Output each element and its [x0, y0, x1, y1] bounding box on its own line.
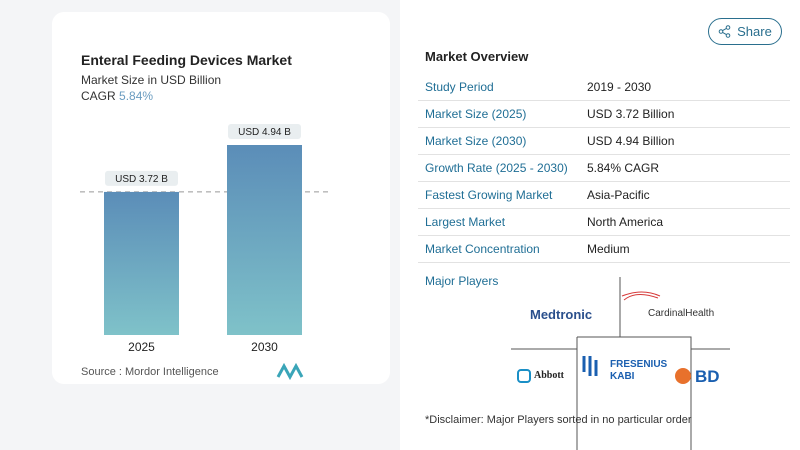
row-label: Largest Market	[425, 215, 506, 229]
logo-medtronic: Medtronic	[530, 307, 593, 322]
overview-row: Study Period 2019 - 2030	[418, 74, 790, 101]
overview-row: Market Concentration Medium	[418, 236, 790, 263]
disclaimer: *Disclaimer: Major Players sorted in no …	[425, 414, 692, 426]
data-label: USD 3.72 B	[115, 174, 168, 185]
row-value: 2019 - 2030	[587, 80, 652, 94]
share-button[interactable]: Share	[708, 18, 782, 45]
players-grid	[511, 277, 730, 450]
overview-row: Largest Market North America	[418, 209, 790, 236]
share-label: Share	[737, 24, 772, 39]
row-label: Market Concentration	[425, 242, 540, 256]
row-value: USD 3.72 Billion	[587, 107, 675, 121]
data-label-bg	[228, 124, 301, 139]
overview-row: Fastest Growing Market Asia-Pacific	[418, 182, 790, 209]
row-label: Fastest Growing Market	[425, 188, 553, 202]
row-value: North America	[587, 215, 664, 229]
x-tick-label: 2025	[128, 340, 155, 354]
chart-title: Enteral Feeding Devices Market	[81, 52, 292, 68]
bar-2025	[104, 191, 179, 335]
bar-2030	[227, 145, 302, 335]
x-tick-label: 2030	[251, 340, 278, 354]
row-value: 5.84% CAGR	[587, 161, 660, 175]
overview-row: Market Size (2025) USD 3.72 Billion	[418, 101, 790, 128]
row-label: Market Size (2030)	[425, 134, 527, 148]
overview-panel: Share Market Overview Study Period 2019 -…	[400, 0, 800, 450]
bar-chart: USD 3.72 B 2025 USD 4.94 B 2030	[80, 124, 328, 354]
overview-title: Market Overview	[425, 49, 529, 64]
data-label: USD 4.94 B	[238, 127, 291, 138]
mordor-logo-icon	[276, 362, 304, 381]
logo-bd: BD	[695, 367, 720, 386]
row-label: Market Size (2025)	[425, 107, 527, 121]
row-label: Study Period	[425, 80, 494, 94]
chart-card: Enteral Feeding Devices Market Market Si…	[52, 12, 390, 384]
logo-abbott: Abbott	[534, 370, 565, 381]
row-value: USD 4.94 Billion	[587, 134, 675, 148]
logo-cardinal-health: CardinalHealth	[648, 308, 715, 319]
logo-fresenius-kabi: FRESENIUS KABI	[610, 359, 668, 382]
data-label-bg	[105, 170, 178, 186]
overview-row: Market Size (2030) USD 4.94 Billion	[418, 128, 790, 155]
share-icon	[718, 25, 731, 38]
row-value: Medium	[587, 242, 630, 256]
chart-subtitle: Market Size in USD Billion	[81, 73, 222, 87]
cagr: CAGR 5.84%	[81, 89, 153, 103]
overview-row: Growth Rate (2025 - 2030) 5.84% CAGR	[418, 155, 790, 182]
cagr-label: CAGR	[81, 89, 116, 103]
row-value: Asia-Pacific	[587, 188, 650, 202]
cagr-value: 5.84%	[119, 89, 154, 103]
row-label: Growth Rate (2025 - 2030)	[425, 161, 568, 175]
major-players-title: Major Players	[425, 274, 499, 288]
source: Source : Mordor Intelligence	[81, 366, 219, 378]
